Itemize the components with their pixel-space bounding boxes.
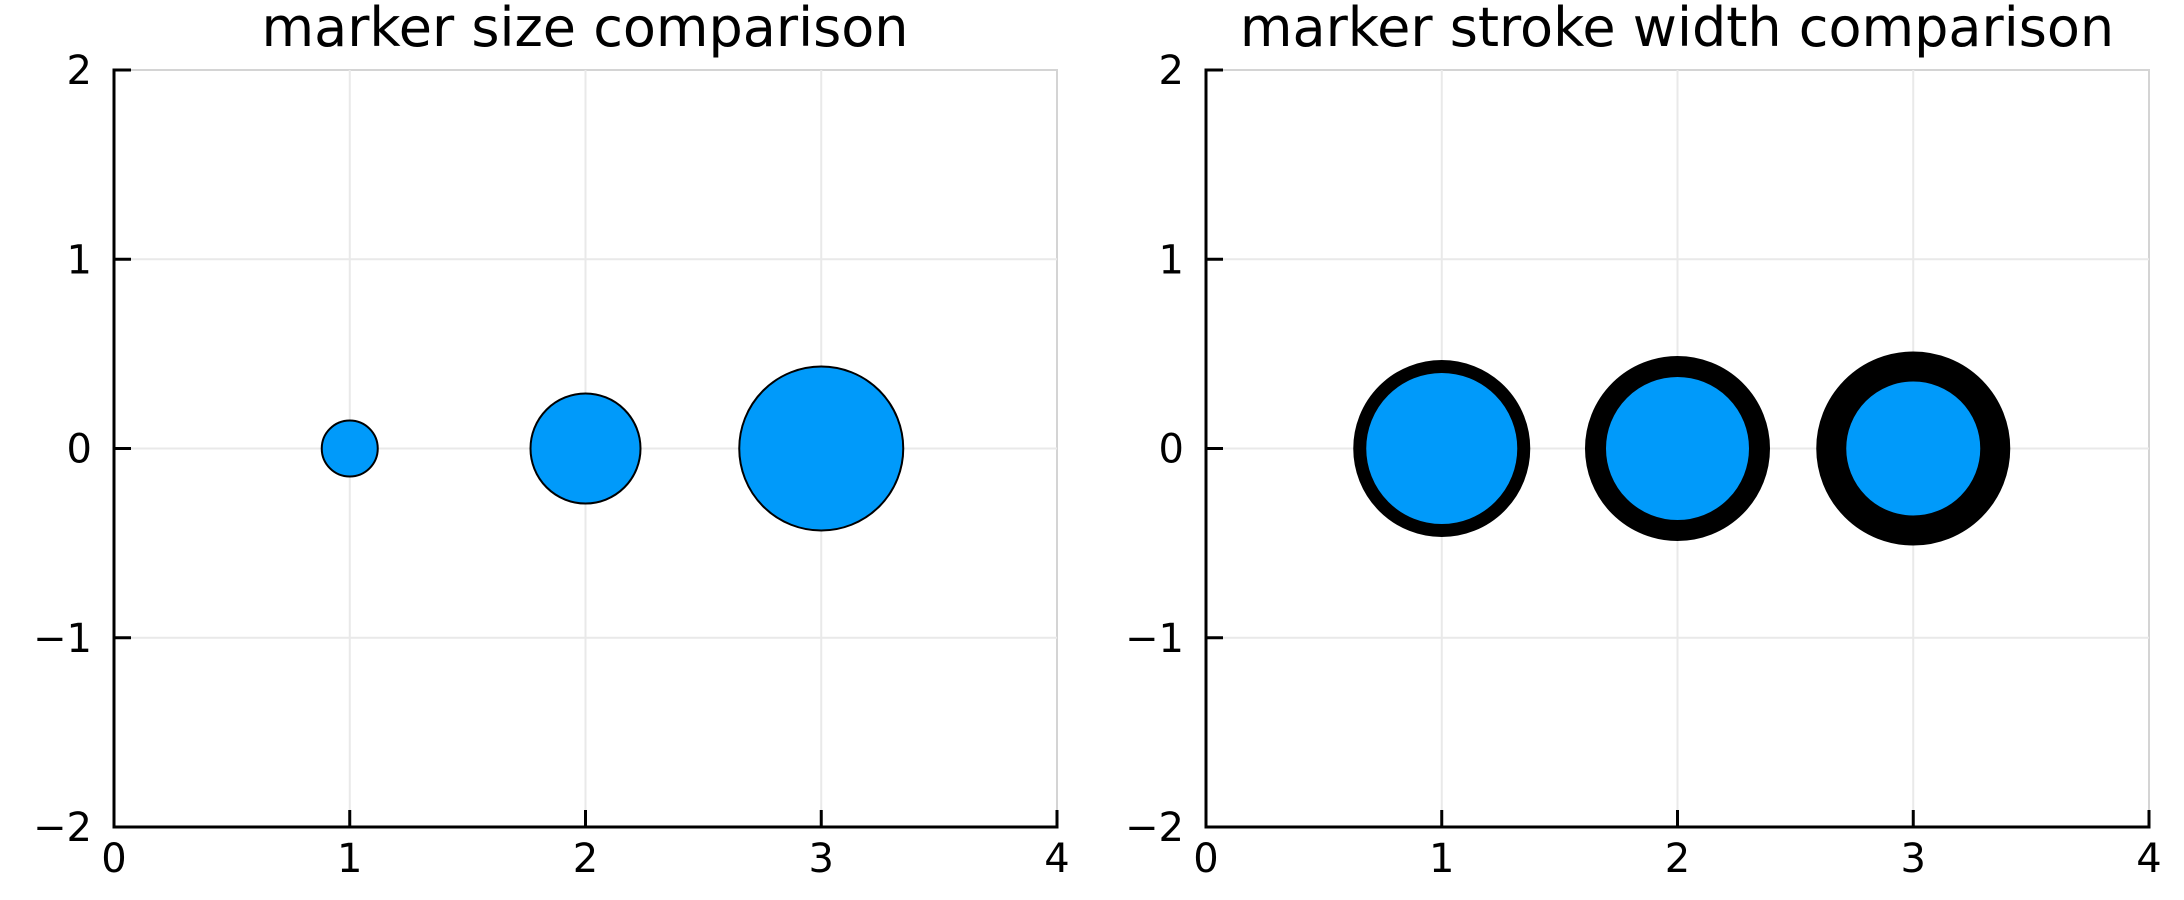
x-tick-label: 2 — [1665, 836, 1690, 882]
x-tick-label: 4 — [2136, 836, 2161, 882]
left-plot: 0 1 2 3 4 2 1 0 −1 −2 marker size comparison — [33, 0, 1070, 882]
y-tick-label: −1 — [33, 616, 92, 662]
y-tick-label: −1 — [1125, 616, 1184, 662]
x-tick-label: 0 — [101, 836, 126, 882]
right-plot: 0 1 2 3 4 2 1 0 −1 −2 marker stroke width compari… — [1125, 0, 2162, 882]
y-tick-label: 2 — [1159, 48, 1184, 94]
left-plot-title: marker size comparison — [262, 0, 909, 59]
left-plot-layer: 0 1 2 3 4 2 1 0 −1 −2 — [33, 48, 1070, 882]
x-tick-label: 3 — [809, 836, 834, 882]
right-plot-layer: 0 1 2 3 4 2 1 0 −1 −2 — [1125, 48, 2162, 882]
y-tick-label: 0 — [67, 427, 92, 473]
y-tick-label: 2 — [67, 48, 92, 94]
x-tick-label: 0 — [1193, 836, 1218, 882]
x-tick-label: 3 — [1901, 836, 1926, 882]
y-tick-label: 1 — [1159, 237, 1184, 283]
y-tick-label: 1 — [67, 237, 92, 283]
x-tick-label: 1 — [337, 836, 362, 882]
right-plot-title: marker stroke width comparison — [1240, 0, 2114, 59]
scatter-marker — [529, 392, 642, 505]
x-tick-label: 1 — [1429, 836, 1454, 882]
x-tick-label: 4 — [1044, 836, 1069, 882]
scatter-marker — [1585, 356, 1770, 541]
scatter-marker — [738, 365, 905, 532]
scatter-marker — [320, 419, 379, 478]
y-tick-label: −2 — [33, 805, 92, 851]
scatter-marker — [1816, 351, 2011, 546]
x-tick-label: 2 — [573, 836, 598, 882]
scatter-marker — [1353, 360, 1531, 537]
y-tick-label: −2 — [1125, 805, 1184, 851]
y-tick-label: 0 — [1159, 427, 1184, 473]
